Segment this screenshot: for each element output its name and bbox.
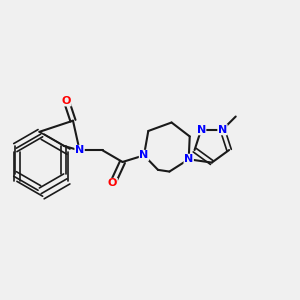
Text: N: N (196, 125, 206, 135)
Text: N: N (184, 154, 193, 164)
Text: O: O (62, 96, 71, 106)
Text: N: N (140, 150, 148, 161)
Text: O: O (108, 178, 117, 188)
Text: N: N (218, 125, 227, 135)
Text: N: N (75, 146, 84, 155)
